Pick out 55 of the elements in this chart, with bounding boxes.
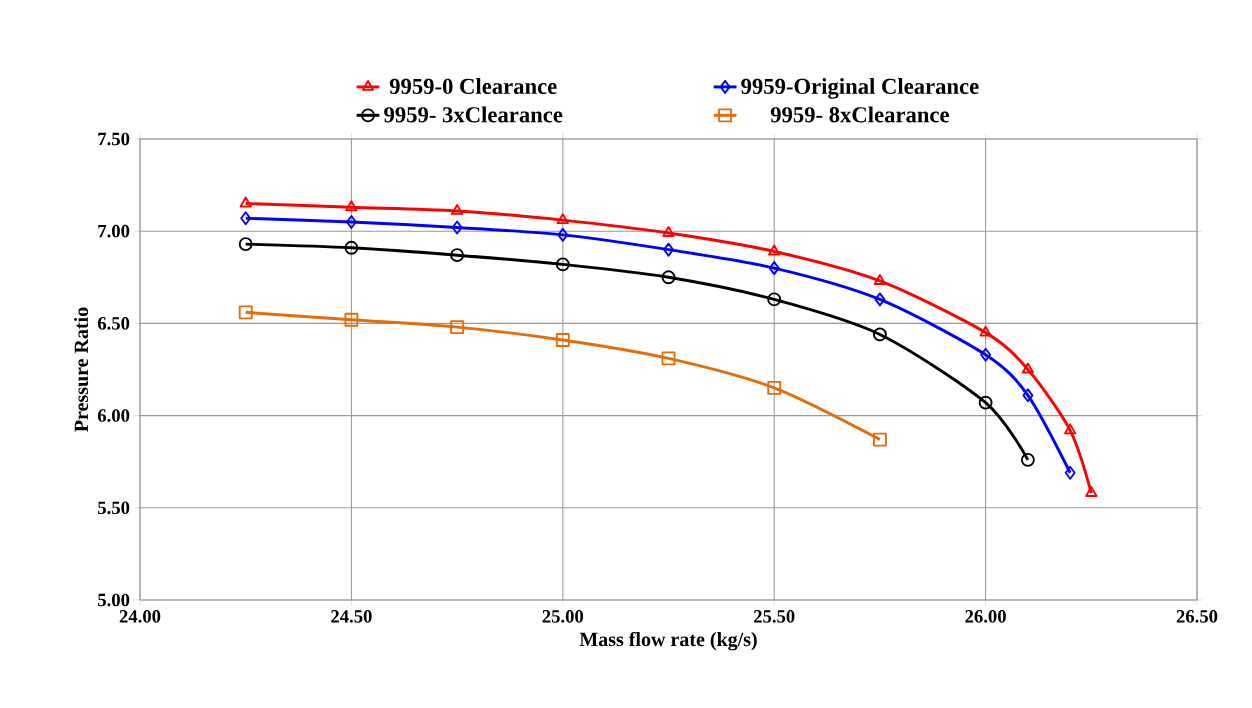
point bbox=[978, 395, 993, 410]
point bbox=[1064, 423, 1077, 435]
y-tick-label: 7.50 bbox=[98, 132, 130, 146]
point bbox=[663, 242, 674, 257]
y-tick-label: 7.00 bbox=[98, 224, 130, 238]
point bbox=[450, 320, 465, 335]
y-tick-label: 6.50 bbox=[97, 317, 130, 330]
point bbox=[1064, 465, 1076, 480]
point bbox=[1021, 362, 1035, 374]
point bbox=[238, 237, 253, 252]
point bbox=[450, 248, 465, 263]
point bbox=[344, 312, 359, 327]
point bbox=[557, 227, 569, 242]
legend-label: 9959-Original Clearance bbox=[741, 78, 979, 99]
x-tick-label: 24.00 bbox=[119, 610, 161, 623]
x-tick-label: 24.50 bbox=[331, 610, 372, 623]
point bbox=[767, 381, 782, 395]
point bbox=[980, 347, 992, 362]
point bbox=[240, 211, 252, 226]
point bbox=[768, 244, 781, 256]
point bbox=[344, 240, 359, 255]
point bbox=[979, 325, 992, 337]
point bbox=[767, 292, 782, 307]
point bbox=[556, 213, 569, 225]
point bbox=[450, 203, 464, 215]
y-tick-label: 5.50 bbox=[98, 501, 130, 515]
point bbox=[1022, 388, 1034, 403]
point bbox=[345, 200, 358, 212]
point bbox=[662, 226, 675, 237]
point bbox=[239, 196, 252, 208]
legend-label: 9959- 3xClearance bbox=[384, 106, 563, 123]
legend-label: 9959- 8xClearance bbox=[770, 106, 949, 123]
point bbox=[555, 333, 570, 347]
x-axis-title: Mass flow rate (kg/s) bbox=[579, 631, 757, 651]
x-tick-label: 25.50 bbox=[753, 610, 795, 623]
point bbox=[345, 215, 357, 229]
point bbox=[555, 257, 570, 272]
point bbox=[874, 292, 886, 307]
x-tick-label: 25.00 bbox=[542, 610, 584, 623]
y-tick-label: 6.00 bbox=[97, 409, 130, 422]
point bbox=[451, 220, 463, 235]
x-tick-label: 26.00 bbox=[965, 610, 1006, 623]
x-tick-label: 26.50 bbox=[1176, 610, 1218, 623]
point bbox=[238, 305, 253, 320]
point bbox=[661, 351, 676, 366]
point bbox=[1020, 452, 1035, 467]
point bbox=[661, 270, 676, 285]
y-tick-label: 5.00 bbox=[98, 593, 130, 607]
point bbox=[768, 261, 780, 276]
point bbox=[873, 274, 887, 285]
point bbox=[872, 432, 887, 447]
legend-label: 9959-0 Clearance bbox=[389, 78, 557, 95]
point bbox=[1085, 486, 1098, 497]
point bbox=[872, 327, 887, 342]
y-axis-title: Pressure Ratio bbox=[74, 307, 89, 432]
